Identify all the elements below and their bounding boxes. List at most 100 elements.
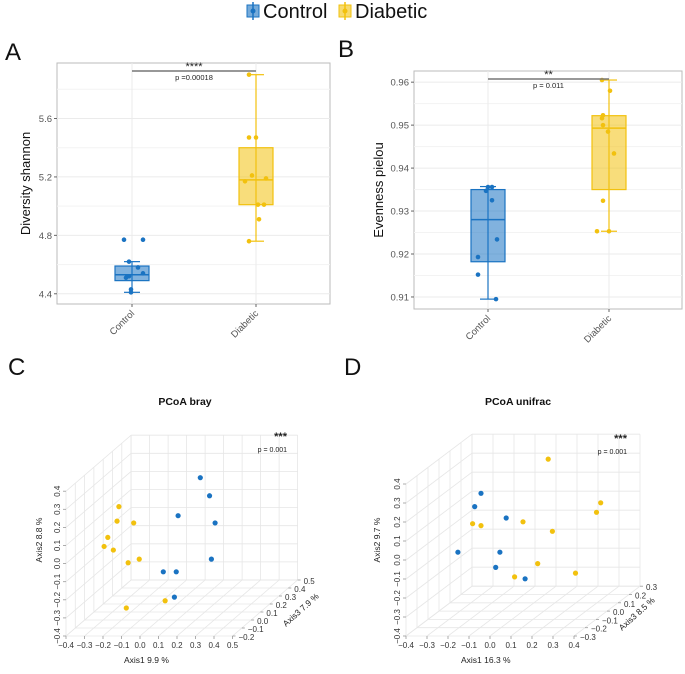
data-point-diabetic (478, 523, 484, 529)
x-tick-label: 0.3 (190, 641, 202, 650)
legend: Control Diabetic (246, 1, 427, 23)
significance-stars: ** (544, 69, 553, 81)
p-value-label: p = 0.011 (533, 81, 564, 90)
x-tick-label: −0.2 (440, 641, 456, 650)
y-tick-label: −0.3 (53, 609, 62, 625)
pcoa-D: −0.4 −0.3 −0.2 −0.1 0.0 0.1 0.2 0.3 0.4−0.4−0.3−… (372, 396, 658, 665)
data-point-control (503, 515, 509, 521)
x-tick-label: −0.3 (419, 641, 435, 650)
data-point (493, 296, 499, 302)
y-tick-label: −0.2 (53, 591, 62, 607)
data-point-control (206, 493, 213, 499)
data-point (140, 271, 146, 276)
z-tick-label: 0.5 (304, 577, 316, 586)
x-tick-label: 0.5 (227, 641, 239, 650)
dot (342, 8, 348, 14)
y-tick-label: 0.92 (391, 250, 410, 261)
data-point-diabetic (136, 556, 142, 562)
z-tick-label: −0.1 (602, 616, 618, 625)
legend-key-diabetic-icon (338, 2, 352, 20)
data-point-control (208, 556, 214, 562)
x-tick-label: 0.4 (568, 641, 580, 650)
y-tick-label: −0.4 (53, 628, 62, 644)
y-tick-label: 4.8 (39, 231, 52, 242)
data-point-control (175, 513, 181, 519)
y-tick-label: 0.1 (53, 539, 62, 551)
gridline (65, 489, 132, 546)
data-point (475, 254, 481, 260)
boxplot-B: 0.91 0.92 0.93 0.94 0.95 0.96 Control Diabetic *… (371, 69, 683, 345)
z-tick-label: 0.4 (294, 585, 306, 594)
data-point (594, 228, 600, 234)
x-axis-title: Axis1 9.9 % (124, 655, 169, 665)
data-point (253, 135, 259, 140)
x-tick-label: Diabetic (229, 308, 261, 340)
data-point (489, 184, 495, 190)
z-tick-label: 0.3 (646, 583, 658, 592)
gridline (65, 579, 132, 637)
data-point (607, 88, 613, 94)
x-tick-label: −0.1 (461, 641, 477, 650)
gridline (232, 579, 298, 637)
data-point (246, 135, 252, 140)
dot (250, 8, 256, 14)
pcoa-C: −0.4 −0.3 −0.2 −0.1 0.0 0.1 0.2 0.3 0.4 0.5−0.4−0… (34, 396, 321, 665)
plot-title: PCoA unifrac (485, 396, 551, 408)
data-point (123, 275, 129, 281)
y-tick-label: −0.1 (393, 571, 402, 587)
x-tick-label: 0.4 (208, 641, 220, 650)
data-point-control (173, 569, 179, 575)
data-point-diabetic (598, 500, 604, 506)
data-point-diabetic (114, 518, 120, 524)
x-tick-label: 0.2 (171, 641, 183, 650)
legend-label: Control (263, 1, 327, 23)
box-control (470, 188, 506, 263)
box-diabetic (591, 115, 627, 191)
z-tick-label: 0.1 (624, 600, 636, 609)
panel-label-A: A (5, 39, 21, 66)
data-point-diabetic (162, 598, 168, 604)
z-tick-label: −0.2 (591, 625, 607, 634)
data-point-control (197, 475, 203, 481)
gridline (176, 579, 243, 637)
y-tick-label: 0.91 (391, 292, 410, 303)
plot-title: PCoA bray (158, 396, 211, 408)
x-tick-label: −0.4 (398, 641, 414, 650)
panel-label-C: C (8, 354, 25, 381)
box-control (114, 265, 150, 282)
z-tick-label: −0.2 (239, 633, 255, 642)
data-point-diabetic (549, 528, 556, 534)
z-tick-label: 0.1 (266, 609, 278, 618)
plot-area (56, 62, 331, 305)
p-value-label: p = 0.001 (598, 449, 627, 456)
y-tick-label: 0.0 (393, 554, 402, 566)
y-tick-label: 4.4 (39, 289, 52, 300)
z-tick-label: 0.0 (613, 608, 625, 617)
y-tick-label: −0.3 (393, 609, 402, 625)
gridline (65, 561, 132, 619)
data-point-control (472, 504, 478, 510)
x-tick-label: Diabetic (582, 313, 614, 345)
x-tick-label: Control (464, 313, 493, 342)
data-point (600, 198, 606, 204)
x-tick-label: 0.3 (547, 641, 559, 650)
x-tick-label: 0.1 (505, 641, 517, 650)
data-point (606, 228, 612, 234)
data-point-diabetic (520, 519, 526, 525)
x-tick-label: −0.4 (58, 641, 74, 650)
x-tick-label: 0.0 (134, 641, 146, 650)
data-point-diabetic (116, 504, 122, 510)
data-point (485, 184, 491, 190)
data-point (483, 188, 489, 194)
data-point (121, 237, 127, 243)
data-point-diabetic (545, 456, 551, 462)
z-tick-label: 0.2 (276, 601, 288, 610)
gridline (158, 579, 224, 637)
data-point-diabetic (101, 543, 107, 550)
x-tick-label: 0.1 (153, 641, 165, 650)
data-point-control (160, 569, 166, 575)
y-tick-label: 0.93 (391, 207, 410, 218)
data-point (126, 259, 132, 264)
gridline (121, 579, 187, 637)
